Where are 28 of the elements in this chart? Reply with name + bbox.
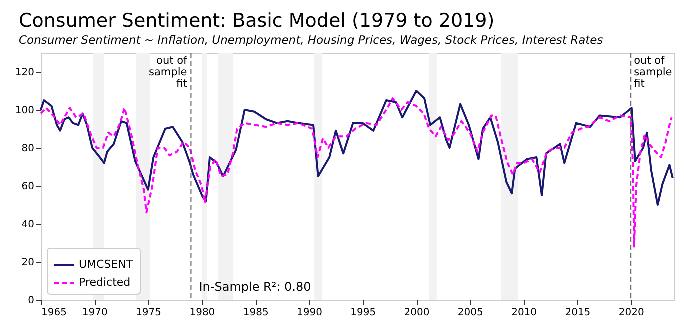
y-tick-label: 0 bbox=[28, 296, 34, 306]
x-tick-label: 2020 bbox=[618, 308, 644, 318]
ref-line-label: out of sample fit bbox=[634, 55, 672, 90]
x-tick-label: 1965 bbox=[42, 308, 67, 318]
x-tick-label: 1990 bbox=[296, 308, 322, 318]
y-tick-label: 20 bbox=[22, 258, 34, 268]
x-tick-label: 1970 bbox=[82, 308, 108, 318]
y-tick-label: 60 bbox=[22, 182, 34, 192]
line-series bbox=[40, 98, 673, 248]
y-tick-label: 100 bbox=[15, 106, 34, 116]
x-tick-label: 2000 bbox=[404, 308, 430, 318]
x-tick-label: 2010 bbox=[512, 308, 538, 318]
line-series bbox=[40, 90, 674, 206]
chart-title: Consumer Sentiment: Basic Model (1979 to 2019) bbox=[19, 10, 495, 32]
chart-subtitle: Consumer Sentiment ~ Inflation, Unemployment, Housing Prices, Wages, Stock Prices, Interest Rates bbox=[19, 33, 604, 47]
x-tick-label: 1980 bbox=[190, 308, 216, 318]
x-tick-label: 2015 bbox=[565, 308, 591, 318]
y-tick-label: 120 bbox=[15, 68, 34, 78]
legend-label: Predicted bbox=[79, 276, 131, 289]
annotation: In-Sample R²: 0.80 bbox=[199, 280, 312, 294]
y-tick-label: 80 bbox=[22, 144, 34, 154]
y-tick-label: 40 bbox=[22, 220, 34, 230]
legend-label: UMCSENT bbox=[79, 258, 134, 271]
x-tick-label: 1985 bbox=[243, 308, 269, 318]
x-tick-label: 1995 bbox=[350, 308, 376, 318]
x-tick-label: 2005 bbox=[458, 308, 484, 318]
x-tick-label: 1975 bbox=[136, 308, 162, 318]
ref-line-label: out of sample fit bbox=[149, 55, 188, 90]
